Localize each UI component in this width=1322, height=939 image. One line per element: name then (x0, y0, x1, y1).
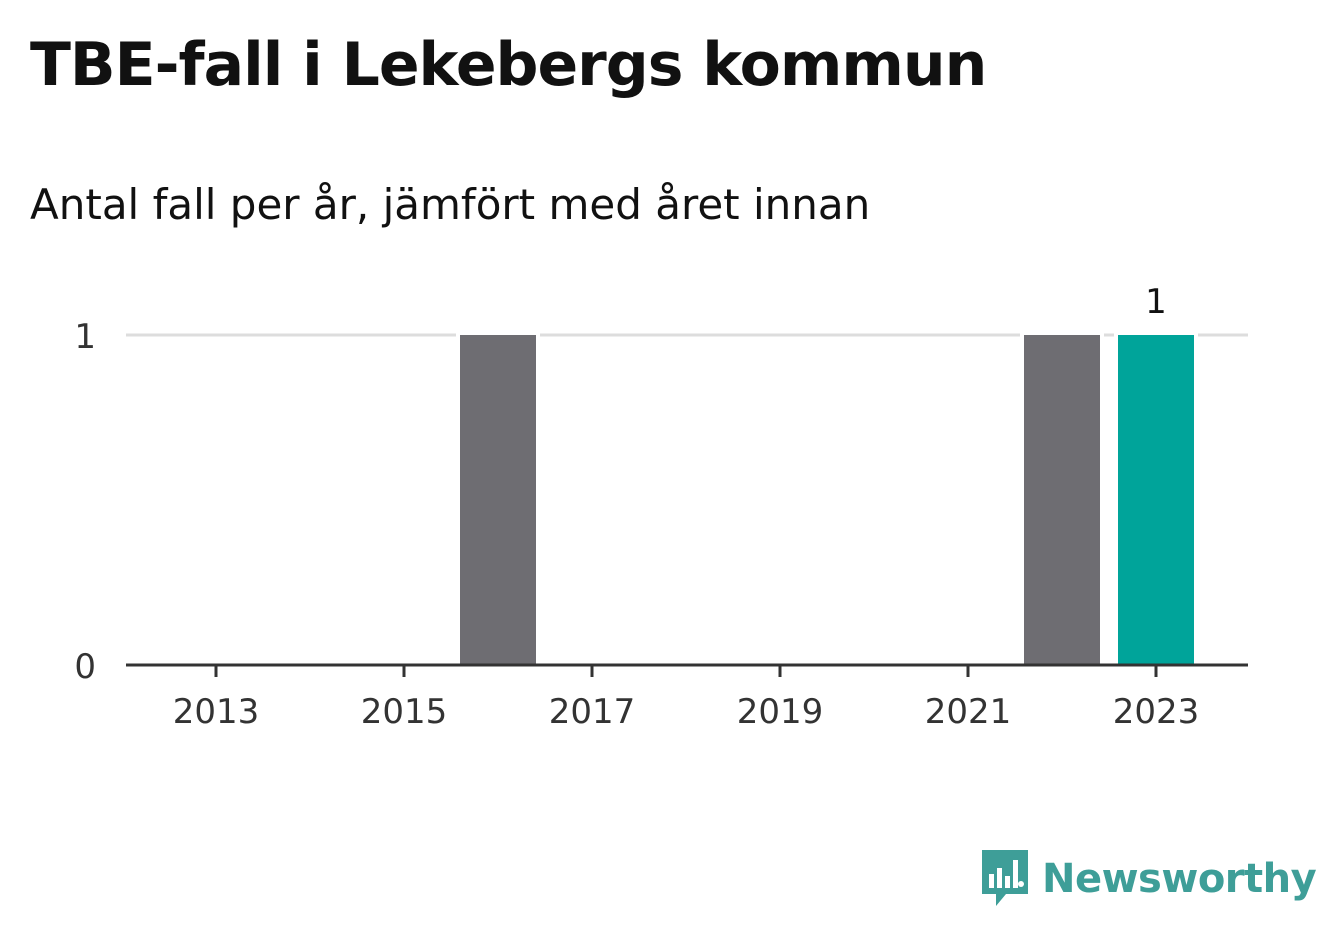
bar (460, 335, 536, 665)
x-tick-label: 2015 (361, 692, 448, 732)
bar-gap (456, 331, 540, 337)
chart-title: TBE-fall i Lekebergs kommun (30, 30, 987, 100)
bar-gap (1020, 331, 1104, 337)
chart-subtitle: Antal fall per år, jämfört med året inna… (30, 180, 871, 229)
y-tick-label: 0 (74, 647, 96, 687)
bar (1024, 335, 1100, 665)
x-tick-label: 2019 (737, 692, 824, 732)
bar-gap (1114, 331, 1198, 337)
y-tick-label: 1 (74, 317, 96, 357)
x-tick-label: 2013 (173, 692, 260, 732)
brand-name: Newsworthy (1042, 856, 1317, 902)
data-label: 1 (1145, 282, 1167, 322)
newsworthy-logo: Newsworthy (980, 848, 1317, 910)
x-tick-label: 2021 (925, 692, 1012, 732)
x-tick-label: 2023 (1113, 692, 1200, 732)
bar (1118, 335, 1194, 665)
x-tick-label: 2017 (549, 692, 636, 732)
newsworthy-logo-icon (982, 850, 1028, 906)
